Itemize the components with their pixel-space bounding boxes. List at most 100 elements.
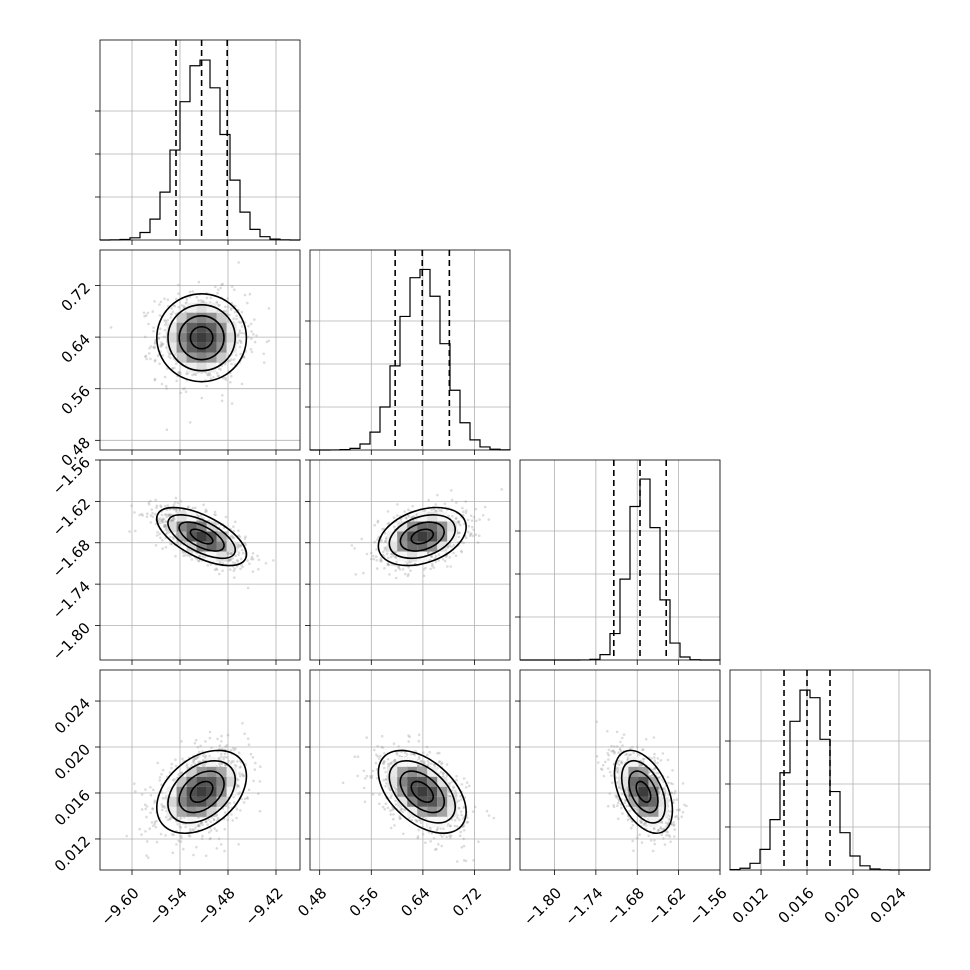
- sample-point: [212, 818, 216, 821]
- sample-point: [466, 518, 470, 522]
- sample-point: [158, 332, 161, 336]
- sample-point: [470, 519, 474, 522]
- sample-point: [237, 751, 241, 755]
- sample-point: [154, 512, 157, 516]
- sample-point: [163, 297, 166, 301]
- sample-point: [249, 322, 253, 326]
- sample-point: [174, 764, 178, 768]
- sample-point: [429, 840, 433, 843]
- sample-point: [158, 532, 161, 536]
- sample-point: [476, 541, 480, 544]
- sample-point: [417, 757, 421, 760]
- sample-point: [394, 555, 397, 559]
- density-cell: [447, 531, 458, 542]
- sample-point: [653, 759, 656, 762]
- sample-point: [432, 566, 436, 569]
- sample-point: [165, 515, 168, 519]
- sample-point: [226, 733, 230, 737]
- sample-point: [384, 784, 387, 788]
- sample-point: [169, 316, 173, 319]
- sample-point: [209, 820, 212, 824]
- sample-point: [365, 736, 369, 739]
- sample-point: [224, 745, 227, 748]
- sample-point: [232, 746, 235, 750]
- sample-point: [238, 329, 241, 332]
- sample-point: [246, 301, 249, 305]
- sample-point: [448, 544, 452, 547]
- sample-point: [265, 340, 269, 344]
- sample-point: [456, 860, 459, 863]
- sample-point: [232, 358, 236, 361]
- sample-point: [188, 835, 192, 838]
- panel-2d-1-0: [95, 249, 301, 455]
- sample-point: [197, 760, 200, 764]
- sample-point: [197, 280, 201, 284]
- sample-point: [375, 559, 379, 562]
- sample-point: [673, 792, 676, 795]
- sample-point: [419, 759, 423, 763]
- sample-point: [462, 837, 466, 841]
- sample-point: [153, 359, 157, 363]
- density-cell: [196, 786, 207, 797]
- sample-point: [168, 817, 172, 821]
- sample-point: [227, 305, 230, 309]
- sample-point: [267, 339, 271, 343]
- sample-point: [153, 346, 156, 350]
- sample-point: [431, 562, 434, 566]
- sample-point: [182, 305, 186, 308]
- sample-point: [459, 523, 462, 527]
- sample-point: [215, 829, 218, 832]
- sample-point: [146, 512, 149, 515]
- sample-point: [223, 752, 227, 755]
- sample-point: [354, 573, 358, 576]
- sample-point: [169, 356, 172, 360]
- sample-point: [159, 300, 163, 304]
- sample-point: [242, 774, 245, 778]
- panel-frame: [309, 249, 511, 451]
- sample-point: [109, 326, 113, 329]
- sample-point: [237, 553, 240, 557]
- sample-point: [239, 809, 242, 812]
- sample-point: [184, 825, 187, 829]
- sample-point: [248, 562, 251, 565]
- sample-point: [206, 564, 210, 567]
- sample-point: [439, 827, 442, 830]
- sample-point: [251, 570, 255, 573]
- sample-point: [237, 320, 241, 324]
- sample-point: [171, 367, 175, 370]
- sample-point: [453, 819, 457, 822]
- sample-point: [169, 535, 172, 539]
- sample-point: [214, 285, 217, 289]
- sample-point: [238, 772, 241, 775]
- sample-point: [233, 576, 236, 579]
- sample-point: [196, 756, 200, 759]
- sample-point: [398, 568, 402, 571]
- density-cell: [417, 786, 428, 797]
- sample-point: [385, 777, 388, 781]
- sample-point: [474, 533, 478, 536]
- sample-point: [619, 740, 622, 744]
- sample-point: [375, 548, 378, 551]
- sample-point: [386, 757, 390, 761]
- sample-point: [150, 508, 153, 511]
- sample-point: [145, 515, 149, 518]
- sample-point: [149, 811, 152, 814]
- sample-point: [213, 510, 217, 514]
- sample-point: [441, 558, 445, 561]
- sample-point: [445, 763, 449, 766]
- sample-point: [161, 354, 165, 357]
- sample-point: [457, 807, 461, 810]
- sample-point: [224, 515, 228, 519]
- sample-point: [385, 782, 388, 785]
- sample-point: [226, 818, 230, 822]
- sample-point: [253, 318, 256, 321]
- sample-point: [218, 367, 221, 370]
- sample-point: [656, 757, 660, 760]
- sample-point: [432, 837, 436, 840]
- sample-point: [209, 374, 212, 377]
- sample-point: [443, 559, 447, 563]
- sample-point: [209, 837, 212, 840]
- sample-point: [156, 530, 159, 534]
- sample-point: [177, 839, 180, 843]
- sample-point: [454, 517, 458, 521]
